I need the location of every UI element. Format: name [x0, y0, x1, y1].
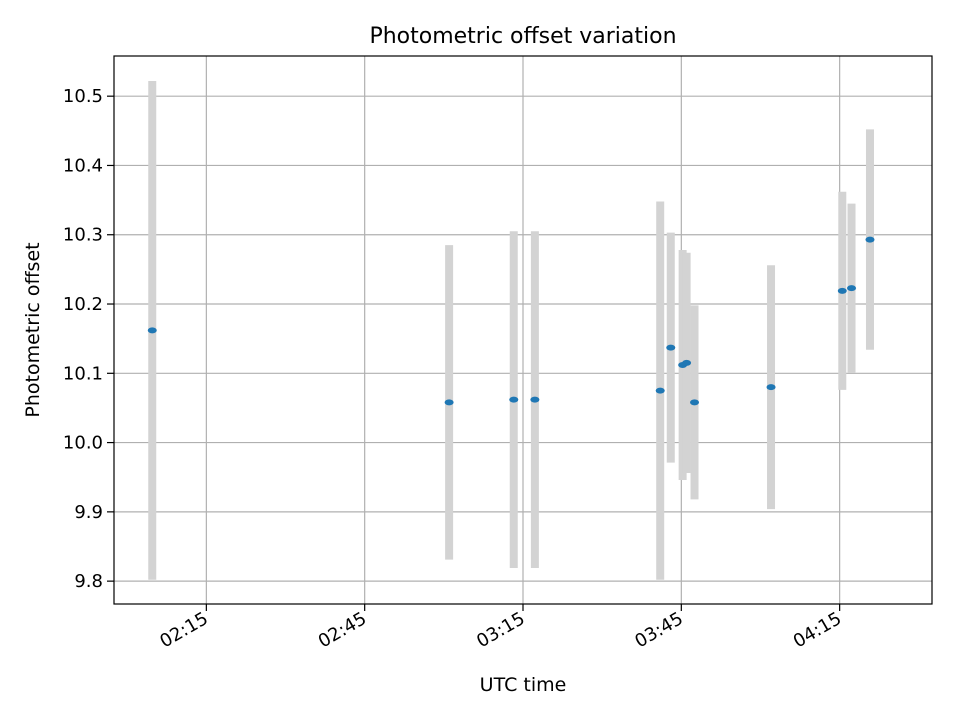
data-point: [690, 399, 700, 406]
data-point: [847, 285, 857, 292]
chart-title: Photometric offset variation: [369, 24, 676, 49]
grid: [114, 56, 932, 604]
data-point: [530, 396, 540, 403]
y-tick-label: 10.1: [63, 363, 103, 384]
data-point: [655, 387, 665, 394]
data-point: [147, 327, 157, 334]
y-tick-label: 10.0: [63, 433, 103, 454]
data-point: [444, 399, 454, 406]
x-axis-label: UTC time: [480, 674, 567, 696]
y-tick-label: 10.3: [63, 225, 103, 246]
data-point: [509, 396, 519, 403]
y-tick-label: 10.5: [63, 86, 103, 107]
data-point: [837, 287, 847, 294]
data-point: [865, 236, 875, 243]
y-tick-label: 10.2: [63, 294, 103, 315]
data-point: [766, 384, 776, 391]
data-points: [147, 236, 875, 406]
data-point: [666, 344, 676, 351]
y-axis-label: Photometric offset: [22, 242, 44, 417]
y-axis-ticks: 9.8 9.9 10.0 10.1 10.2 10.3 10.4 10.5: [63, 86, 114, 592]
y-tick-label: 9.8: [74, 571, 103, 592]
y-tick-label: 10.4: [63, 155, 103, 176]
y-tick-label: 9.9: [74, 502, 103, 523]
data-point: [682, 359, 692, 366]
